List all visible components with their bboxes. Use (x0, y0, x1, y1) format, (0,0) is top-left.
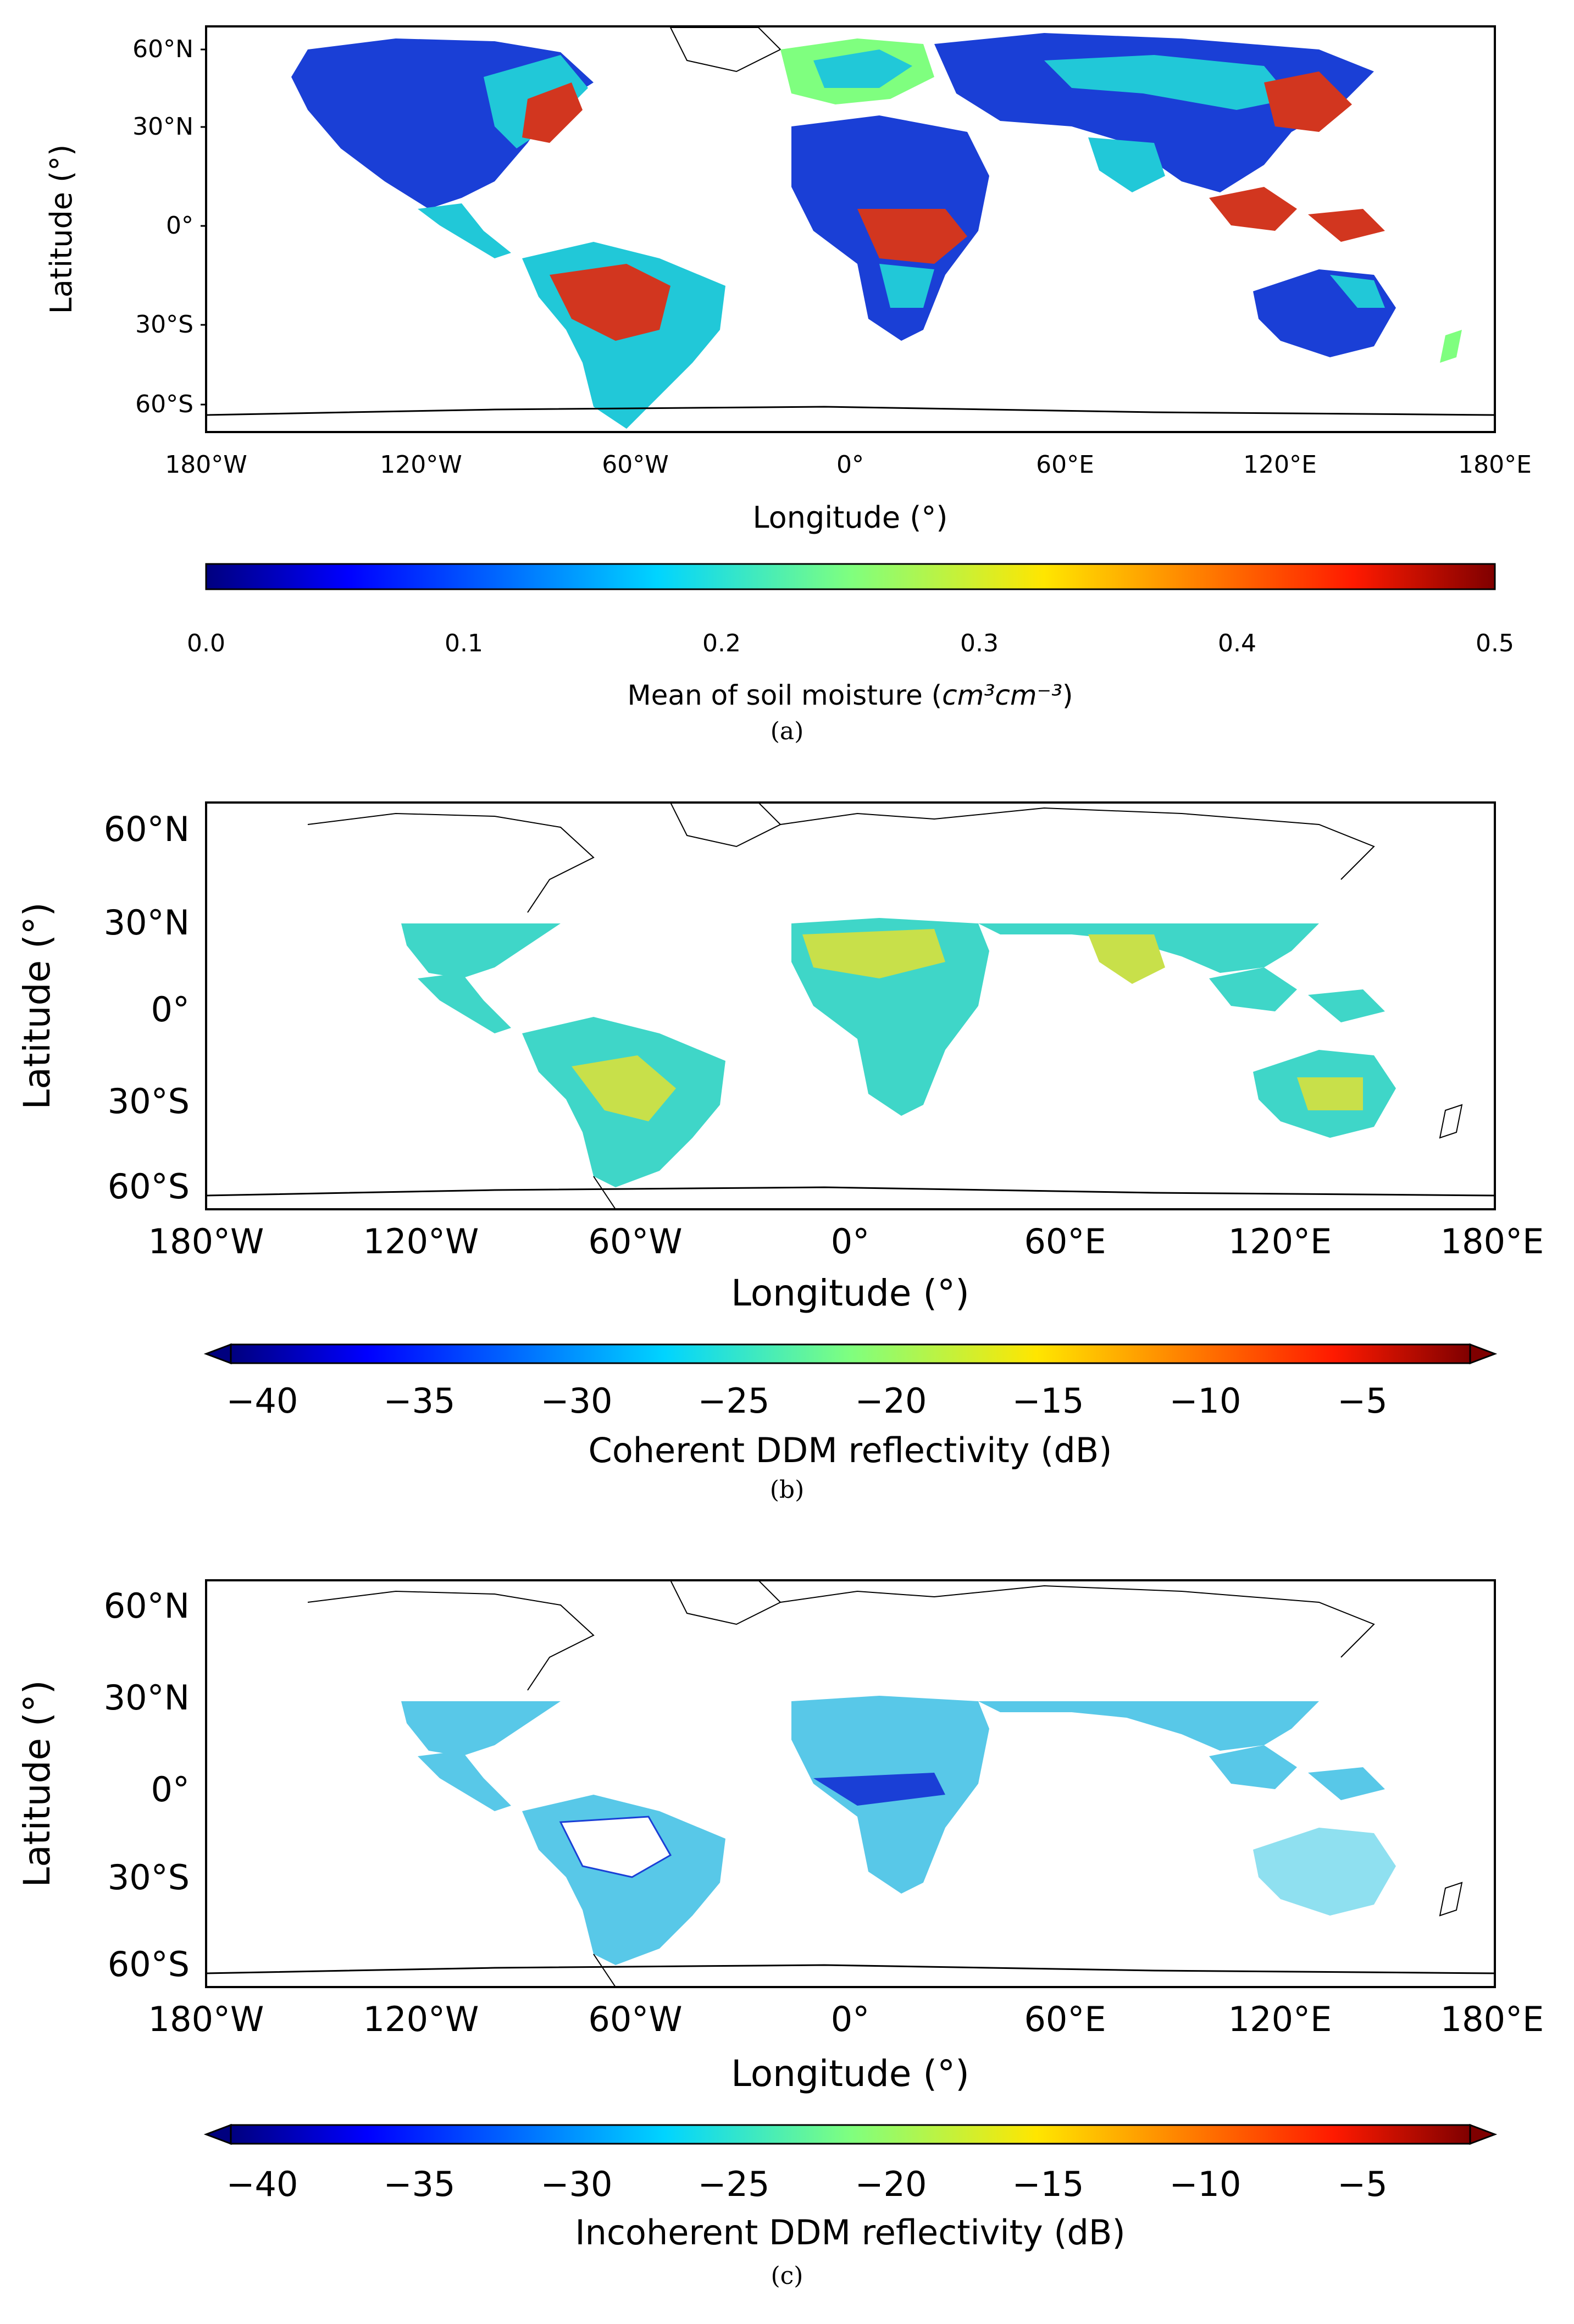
xtick-label: 180°W (165, 451, 247, 479)
ytick-label: 60°N (104, 1586, 190, 1626)
y-ticks-b: 60°N 30°N 0° 30°S 60°S (104, 809, 190, 1207)
panel-b: 60°N 30°N 0° 30°S 60°S 180°W 120°W 60°W … (0, 770, 1574, 1539)
caption-a: (a) (770, 717, 804, 745)
colorbar-ticks-a: 0.0 0.1 0.2 0.3 0.4 0.5 (187, 629, 1514, 657)
colorbar-tick: 0.0 (187, 629, 225, 657)
colorbar-label-a: Mean of soil moisture (cm³cm⁻³) (627, 679, 1073, 711)
xtick-label: 60°W (588, 1221, 682, 1261)
ytick-label: 60°S (108, 1166, 190, 1207)
xtick-label: 120°E (1243, 451, 1317, 479)
panel-c: 60°N 30°N 0° 30°S 60°S 180°W 120°W 60°W … (0, 1547, 1574, 2324)
map-frame-b (205, 801, 1496, 1210)
ytick-label: 30°S (108, 1857, 190, 1897)
colorbar-tick: −20 (855, 1381, 927, 1421)
colorbar-tick: −40 (226, 1381, 298, 1421)
xtick-label: 120°E (1228, 1999, 1332, 2039)
x-ticks-c: 180°W 120°W 60°W 0° 60°E 120°E 180°E (148, 1999, 1544, 2039)
xtick-label: 180°W (148, 1221, 264, 1261)
colorbar-tick: 0.1 (445, 629, 483, 657)
ytick-label: 30°N (104, 1678, 190, 1718)
colorbar-tick: −15 (1012, 1381, 1084, 1421)
xtick-label: 60°W (602, 451, 669, 479)
colorbar-tick: −10 (1170, 1381, 1242, 1421)
ytick-label: 60°N (132, 35, 193, 63)
colorbar-label-c: Incoherent DDM reflectivity (dB) (575, 2212, 1125, 2253)
colorbar-tick: −10 (1170, 2164, 1242, 2204)
ytick-label: 30°N (132, 113, 193, 141)
map-a: 60°N 30°N 0° 30°S 60°S 180°W 120°W 60°W … (44, 25, 1532, 711)
xtick-label: 60°E (1036, 451, 1094, 479)
x-axis-title: Longitude (°) (753, 500, 948, 535)
x-axis-title: Longitude (°) (731, 2052, 969, 2095)
colorbar-ticks-b: −40 −35 −30 −25 −20 −15 −10 −5 (226, 1381, 1388, 1421)
colorbar-label-b: Coherent DDM reflectivity (dB) (589, 1430, 1112, 1470)
xtick-label: 120°W (380, 451, 462, 479)
xtick-label: 60°E (1024, 1221, 1106, 1261)
map-frame-c (205, 1579, 1496, 1988)
ytick-label: 30°S (135, 311, 193, 339)
colorbar-tick: −15 (1012, 2164, 1084, 2204)
ytick-label: 0° (166, 212, 193, 240)
xtick-label: 120°W (363, 1221, 479, 1261)
colorbar-tick: −25 (698, 2164, 770, 2204)
colorbar-a (205, 563, 1496, 590)
colorbar-tick: −20 (855, 2164, 927, 2204)
y-axis-title: Latitude (°) (16, 902, 58, 1109)
ytick-label: 30°N (104, 903, 190, 943)
colorbar-tick: −35 (384, 2164, 456, 2204)
y-axis-title: Latitude (°) (16, 1680, 58, 1887)
caption-c: (c) (771, 2262, 803, 2290)
colorbar-tick: −30 (541, 1381, 613, 1421)
colorbar-c (203, 2123, 1498, 2145)
xtick-label: 180°E (1440, 1221, 1544, 1261)
x-ticks-b: 180°W 120°W 60°W 0° 60°E 120°E 180°E (148, 1221, 1544, 1261)
ytick-label: 60°S (108, 1944, 190, 1984)
land-layer-b (206, 803, 1495, 1209)
ytick-label: 0° (151, 989, 190, 1030)
map-b: 60°N 30°N 0° 30°S 60°S 180°W 120°W 60°W … (16, 801, 1544, 1470)
y-ticks-c: 60°N 30°N 0° 30°S 60°S (104, 1586, 190, 1984)
ytick-label: 0° (151, 1769, 190, 1810)
map-frame-a (205, 25, 1496, 433)
x-ticks-a: 180°W 120°W 60°W 0° 60°E 120°E 180°E (165, 451, 1532, 479)
xtick-label: 0° (831, 1999, 869, 2039)
colorbar-tick: 0.5 (1476, 629, 1514, 657)
colorbar-tick: 0.4 (1218, 629, 1256, 657)
xtick-label: 120°E (1228, 1221, 1332, 1261)
colorbar-tick: −35 (384, 1381, 456, 1421)
xtick-label: 180°E (1458, 451, 1532, 479)
ytick-label: 60°S (135, 390, 193, 418)
caption-b: (b) (769, 1476, 805, 1504)
land-layer-a (206, 27, 1495, 429)
xtick-label: 180°E (1440, 1999, 1544, 2039)
xtick-label: 180°W (148, 1999, 264, 2039)
map-c: 60°N 30°N 0° 30°S 60°S 180°W 120°W 60°W … (16, 1579, 1544, 2253)
y-axis-title: Latitude (°) (44, 145, 79, 314)
y-ticks-a: 60°N 30°N 0° 30°S 60°S (132, 35, 206, 418)
ytick-label: 60°N (104, 809, 190, 849)
xtick-label: 0° (831, 1221, 869, 1261)
colorbar-tick: −5 (1337, 2164, 1387, 2204)
xtick-label: 0° (836, 451, 864, 479)
xtick-label: 60°E (1024, 1999, 1106, 2039)
land-layer-c (206, 1580, 1495, 1987)
x-axis-title: Longitude (°) (731, 1272, 969, 1314)
ytick-label: 30°S (108, 1081, 190, 1121)
xtick-label: 120°W (363, 1999, 479, 2039)
colorbar-tick: −30 (541, 2164, 613, 2204)
colorbar-tick: −5 (1337, 1381, 1387, 1421)
colorbar-tick: 0.2 (702, 629, 741, 657)
colorbar-b (203, 1343, 1498, 1365)
colorbar-ticks-c: −40 −35 −30 −25 −20 −15 −10 −5 (226, 2164, 1388, 2204)
colorbar-tick: 0.3 (960, 629, 999, 657)
panel-a: 60°N 30°N 0° 30°S 60°S 180°W 120°W 60°W … (0, 0, 1574, 764)
colorbar-tick: −25 (698, 1381, 770, 1421)
colorbar-tick: −40 (226, 2164, 298, 2204)
xtick-label: 60°W (588, 1999, 682, 2039)
